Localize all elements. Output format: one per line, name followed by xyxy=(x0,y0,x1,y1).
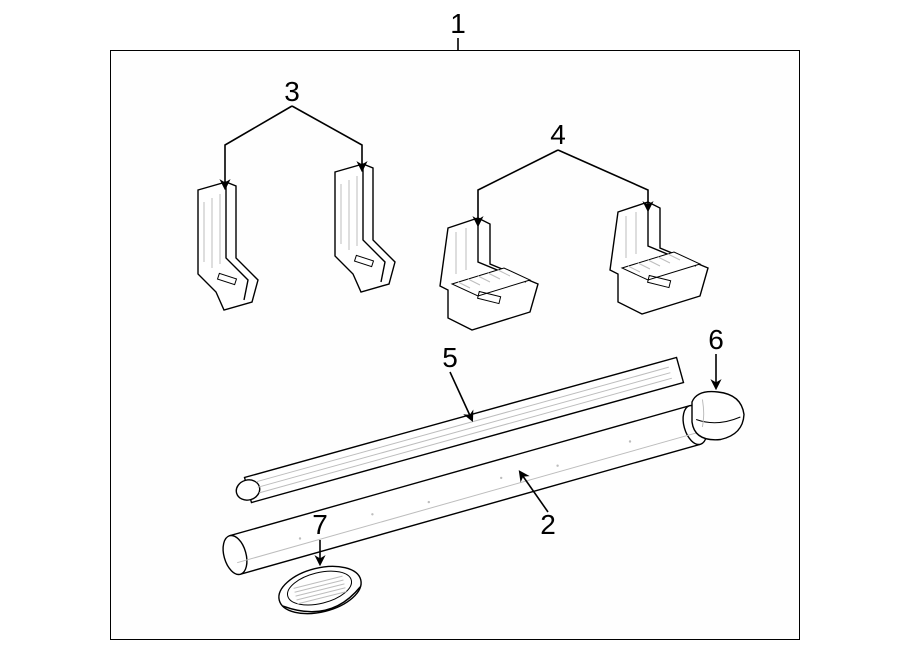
diagram-stage: 1 3 4 5 6 2 7 xyxy=(0,0,900,661)
callout-3: 3 xyxy=(284,76,300,108)
callout-6: 6 xyxy=(708,324,724,356)
callout-2: 2 xyxy=(540,509,556,541)
callout-7: 7 xyxy=(312,509,328,541)
callout-5: 5 xyxy=(442,342,458,374)
callout-4: 4 xyxy=(550,119,566,151)
callout-1: 1 xyxy=(450,8,466,40)
